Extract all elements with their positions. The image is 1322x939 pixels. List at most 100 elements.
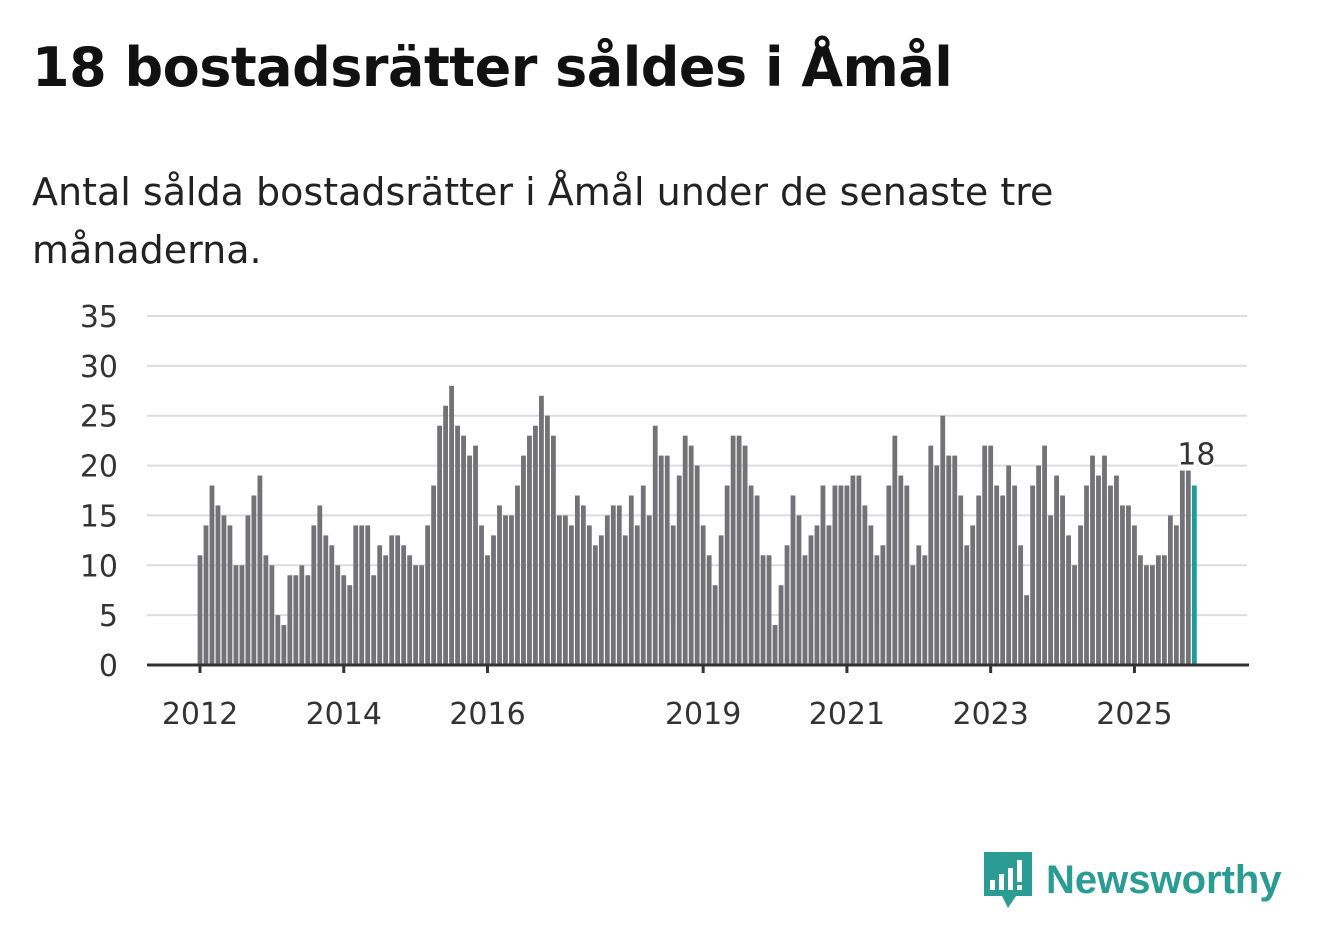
bar xyxy=(1090,455,1095,665)
bar xyxy=(592,545,598,665)
bar xyxy=(646,515,652,665)
bar xyxy=(293,575,299,665)
x-tick-label: 2023 xyxy=(953,697,1029,732)
bar xyxy=(1173,525,1179,665)
bar xyxy=(880,545,886,665)
bar xyxy=(844,485,850,665)
bar xyxy=(1006,465,1012,665)
bar xyxy=(521,455,526,665)
bar xyxy=(437,425,442,665)
bar xyxy=(1185,470,1191,665)
bar xyxy=(311,525,317,665)
bar xyxy=(407,555,413,665)
bar xyxy=(473,445,478,665)
bar xyxy=(1066,535,1071,665)
bar xyxy=(1156,555,1161,665)
bar xyxy=(341,575,347,665)
y-tick-label: 25 xyxy=(80,400,118,435)
bar xyxy=(233,565,239,665)
bar xyxy=(527,435,532,665)
bar xyxy=(922,555,928,665)
bar xyxy=(694,465,700,665)
bar xyxy=(1048,515,1053,665)
bar xyxy=(970,525,976,665)
bar xyxy=(1114,475,1119,665)
bar xyxy=(287,575,293,665)
bar xyxy=(221,515,227,665)
bar xyxy=(545,415,550,665)
bar xyxy=(1018,545,1024,665)
bar xyxy=(760,555,766,665)
bar xyxy=(1024,595,1030,665)
bar xyxy=(1108,485,1113,665)
bar xyxy=(628,495,634,665)
bar xyxy=(431,485,437,665)
bar xyxy=(1179,470,1185,665)
bar xyxy=(742,445,748,665)
bar xyxy=(371,575,377,665)
bar xyxy=(562,515,568,665)
bar xyxy=(389,535,395,665)
bar xyxy=(1078,525,1083,665)
bar xyxy=(820,485,826,665)
newsworthy-logo: Newsworthy xyxy=(980,850,1282,910)
bar xyxy=(802,555,808,665)
bar xyxy=(245,515,251,665)
y-tick-label: 5 xyxy=(99,599,118,634)
bar xyxy=(1132,525,1137,665)
bar xyxy=(539,395,544,665)
newsworthy-logo-icon xyxy=(984,852,1032,908)
bar xyxy=(275,615,281,665)
x-tick-label: 2021 xyxy=(809,697,885,732)
bar xyxy=(359,525,365,665)
bar xyxy=(479,525,484,665)
bar xyxy=(724,485,730,665)
y-tick-label: 10 xyxy=(80,549,118,584)
bar xyxy=(305,575,311,665)
bar xyxy=(329,545,335,665)
bar xyxy=(706,555,712,665)
bar xyxy=(1084,485,1089,665)
bar xyxy=(934,465,940,665)
bar xyxy=(557,515,562,665)
bar xyxy=(269,565,275,665)
bar xyxy=(467,455,472,665)
bar xyxy=(910,565,916,665)
bar xyxy=(964,545,970,665)
bar xyxy=(1072,565,1077,665)
bar xyxy=(586,525,592,665)
bar xyxy=(551,435,556,665)
bar xyxy=(976,495,982,665)
bar-value-label: 18 xyxy=(1177,438,1215,473)
bar xyxy=(652,425,658,665)
bar xyxy=(395,535,401,665)
bar xyxy=(317,505,323,665)
bar xyxy=(808,535,814,665)
bar xyxy=(509,515,514,665)
x-tick-label: 2012 xyxy=(162,697,238,732)
bar xyxy=(1060,495,1065,665)
bar xyxy=(1054,475,1059,665)
bar xyxy=(353,525,359,665)
bar xyxy=(868,525,874,665)
bar xyxy=(598,535,604,665)
bar xyxy=(748,485,754,665)
brand-name: Newsworthy xyxy=(1046,857,1282,902)
bar xyxy=(682,435,688,665)
bar-highlight xyxy=(1191,485,1197,665)
bar xyxy=(712,585,718,665)
bar xyxy=(227,525,233,665)
bar xyxy=(251,495,257,665)
y-tick-label: 35 xyxy=(80,300,118,335)
bar xyxy=(940,415,946,665)
bar xyxy=(898,475,904,665)
bar xyxy=(982,445,988,665)
bar xyxy=(281,625,287,665)
bar xyxy=(263,555,269,665)
bar xyxy=(1167,515,1173,665)
bar xyxy=(718,535,724,665)
bar xyxy=(197,555,203,665)
bar xyxy=(886,485,892,665)
bar xyxy=(952,455,958,665)
